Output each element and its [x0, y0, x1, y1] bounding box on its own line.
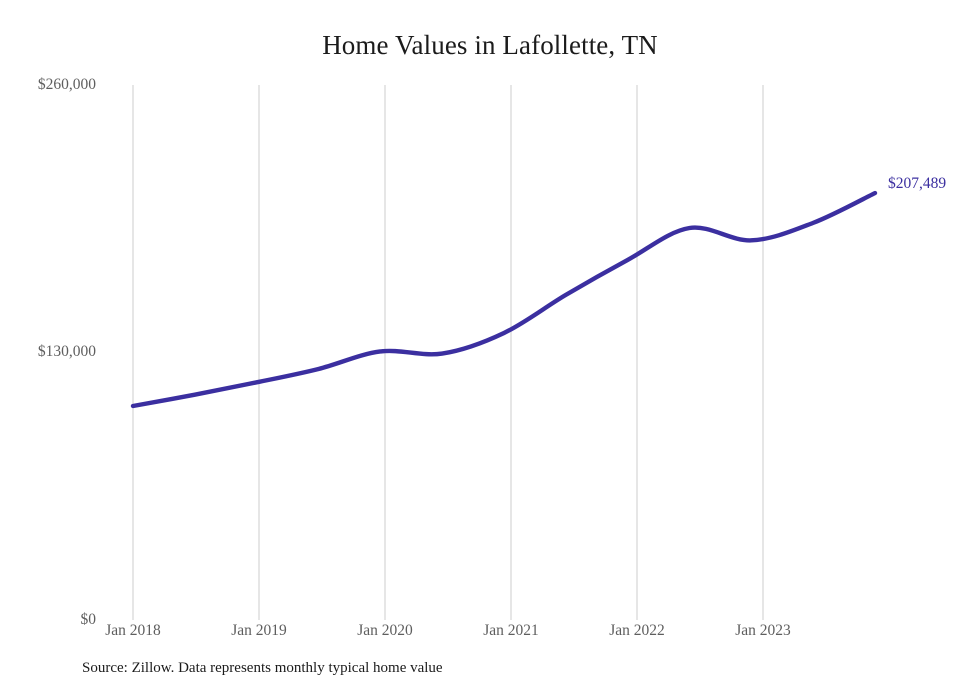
x-axis-tick-jan-2020: Jan 2020 — [357, 622, 413, 639]
x-axis-tick-jan-2021: Jan 2021 — [483, 622, 539, 639]
endpoint-value-label: $207,489 — [888, 175, 947, 192]
x-axis-tick-jan-2018: Jan 2018 — [105, 622, 161, 639]
page-title: Home Values in Lafollette, TN — [322, 30, 658, 60]
data-series-line — [130, 190, 878, 409]
x-axis-tick-jan-2023: Jan 2023 — [735, 622, 791, 639]
y-axis-tick-middle: $130,000 — [37, 343, 96, 360]
y-axis-tick-bottom: $0 — [80, 611, 97, 628]
x-axis-tick-jan-2019: Jan 2019 — [231, 622, 287, 639]
source-note: Source: Zillow. Data represents monthly … — [82, 660, 443, 676]
x-axis-tick-jan-2022: Jan 2022 — [609, 622, 665, 639]
y-axis-tick-top: $260,000 — [37, 76, 96, 93]
